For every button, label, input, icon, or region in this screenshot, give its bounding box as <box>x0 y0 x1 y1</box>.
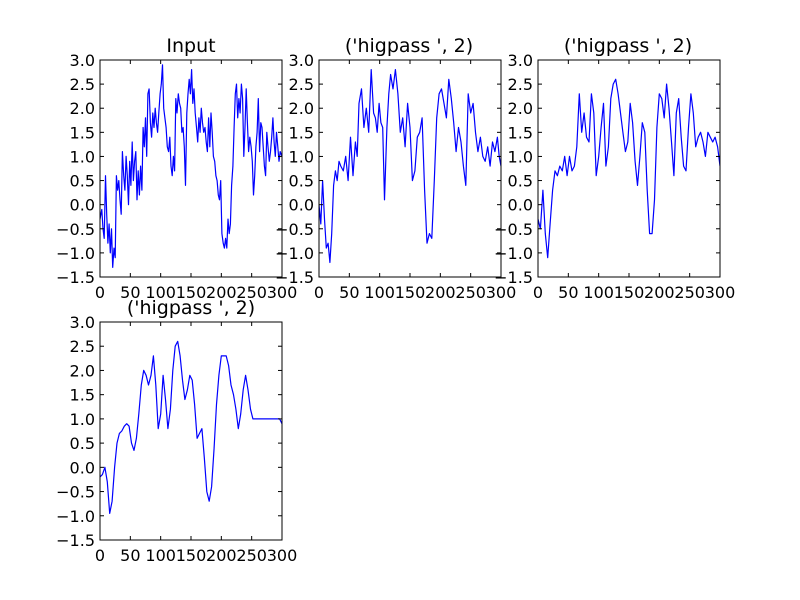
series-line <box>319 68 501 264</box>
y-tick-label: 0.0 <box>508 196 533 215</box>
y-tick-label: −1.0 <box>275 244 314 263</box>
y-tick-label: −1.0 <box>56 244 95 263</box>
y-tick-label: −0.5 <box>56 483 95 502</box>
y-tick-label: 1.0 <box>70 147 95 166</box>
x-tick-label: 50 <box>120 283 140 302</box>
subplot-title: ('higpass ', 2) <box>127 297 255 319</box>
x-tick-label: 200 <box>644 283 675 302</box>
x-tick-label: 200 <box>206 546 237 565</box>
y-tick-label: 0.5 <box>289 172 314 191</box>
x-tick-label: 300 <box>486 283 517 302</box>
y-tick-label: −0.5 <box>494 220 533 239</box>
x-tick-label: 50 <box>120 546 140 565</box>
y-tick-label: 0.5 <box>70 434 95 453</box>
y-tick-label: 1.5 <box>70 123 95 142</box>
y-tick-label: 3.0 <box>70 313 95 332</box>
x-tick-label: 100 <box>145 283 176 302</box>
x-tick-label: 0 <box>533 283 543 302</box>
y-tick-label: 1.5 <box>508 123 533 142</box>
y-tick-label: 1.0 <box>289 147 314 166</box>
y-tick-label: 3.0 <box>289 51 314 70</box>
x-tick-label: 150 <box>395 283 426 302</box>
y-tick-label: 1.0 <box>70 410 95 429</box>
y-tick-label: 0.5 <box>70 172 95 191</box>
x-tick-label: 0 <box>314 283 324 302</box>
y-tick-label: 0.0 <box>70 196 95 215</box>
x-tick-label: 150 <box>614 283 645 302</box>
x-tick-label: 250 <box>455 283 486 302</box>
y-tick-label: 0.0 <box>70 458 95 477</box>
series-line <box>538 78 720 259</box>
y-tick-label: 2.0 <box>70 361 95 380</box>
subplot-title: Input <box>166 35 215 57</box>
subplot-title: ('higpass ', 2) <box>345 35 473 57</box>
y-tick-label: 1.5 <box>289 123 314 142</box>
x-tick-label: 250 <box>236 283 267 302</box>
y-tick-label: −0.5 <box>56 220 95 239</box>
x-tick-label: 300 <box>705 283 736 302</box>
y-tick-label: −1.5 <box>56 268 95 287</box>
x-tick-label: 0 <box>95 283 105 302</box>
x-tick-label: 300 <box>267 546 298 565</box>
y-tick-label: −1.0 <box>56 507 95 526</box>
x-tick-label: 200 <box>206 283 237 302</box>
subplot-higpass-1: 0 50 100 150 200 250 300 −1.5 −1.0 −0.5 0.0 0.5 1.0 1… <box>275 35 516 302</box>
y-tick-label: 2.5 <box>70 75 95 94</box>
y-tick-label: 2.0 <box>289 99 314 118</box>
x-tick-label: 50 <box>339 283 359 302</box>
y-tick-label: 1.0 <box>508 147 533 166</box>
x-tick-label: 150 <box>176 546 207 565</box>
x-tick-label: 100 <box>583 283 614 302</box>
subplot-title: ('higpass ', 2) <box>564 35 692 57</box>
y-tick-label: 0.5 <box>508 172 533 191</box>
x-tick-label: 250 <box>236 546 267 565</box>
series-line <box>100 340 282 515</box>
y-tick-label: 3.0 <box>70 51 95 70</box>
subplot-input: 0 50 100 150 200 250 300 −1.5 −1.0 −0.5 0.0 0.5 1.0 1… <box>56 35 297 302</box>
y-tick-label: 0.0 <box>289 196 314 215</box>
y-tick-label: 2.0 <box>508 99 533 118</box>
x-tick-label: 50 <box>558 283 578 302</box>
x-tick-label: 200 <box>425 283 456 302</box>
y-tick-label: 2.5 <box>508 75 533 94</box>
y-tick-label: 2.0 <box>70 99 95 118</box>
x-tick-label: 0 <box>95 546 105 565</box>
subplot-higpass-3: 0 50 100 150 200 250 300 −1.5 −1.0 −0.5 0.0 0.5 1.0 1… <box>56 297 297 565</box>
y-tick-label: 2.5 <box>70 337 95 356</box>
y-tick-label: 3.0 <box>508 51 533 70</box>
subplot-higpass-2: 0 50 100 150 200 250 300 −1.5 −1.0 −0.5 0.0 0.5 1.0 1… <box>494 35 735 302</box>
x-tick-label: 300 <box>267 283 298 302</box>
y-tick-label: 2.5 <box>289 75 314 94</box>
x-tick-label: 150 <box>176 283 207 302</box>
y-tick-label: −1.0 <box>494 244 533 263</box>
y-tick-label: −1.5 <box>494 268 533 287</box>
y-tick-label: −1.5 <box>56 531 95 550</box>
x-tick-label: 100 <box>364 283 395 302</box>
y-tick-label: 1.5 <box>70 386 95 405</box>
x-tick-label: 100 <box>145 546 176 565</box>
series-line <box>100 64 282 268</box>
y-tick-label: −1.5 <box>275 268 314 287</box>
x-tick-label: 250 <box>674 283 705 302</box>
y-tick-label: −0.5 <box>275 220 314 239</box>
